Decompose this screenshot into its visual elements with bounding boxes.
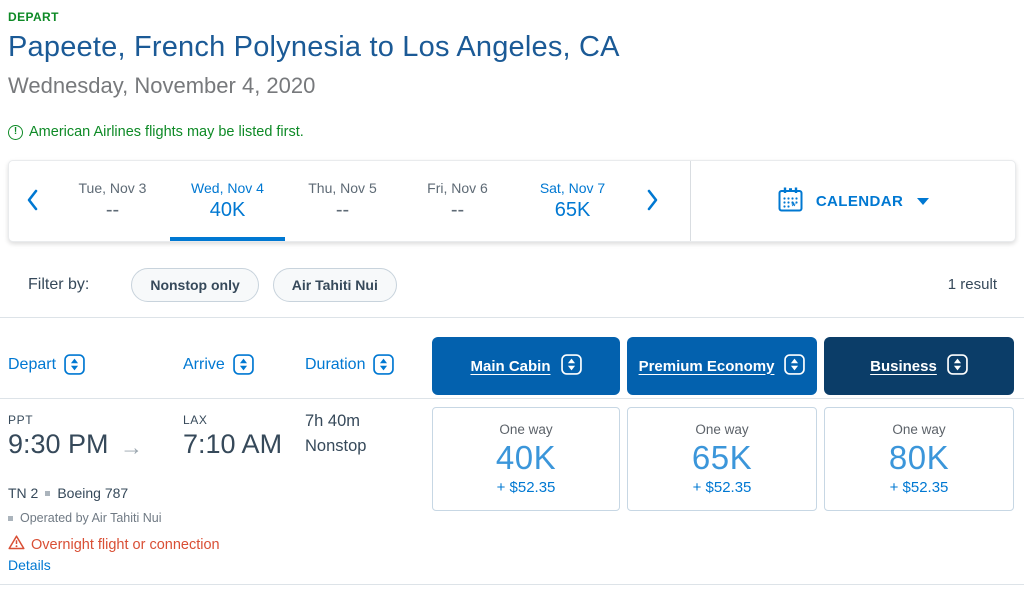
sort-duration-button[interactable]: Duration (305, 354, 395, 375)
date-tab-label: Wed, Nov 4 (191, 180, 264, 196)
result-count: 1 result (947, 276, 997, 293)
overnight-warning: Overnight flight or connection (8, 535, 220, 554)
airline-notice-text: American Airlines flights may be listed … (29, 124, 304, 140)
fare-miles: 80K (888, 439, 950, 476)
chevron-left-icon (26, 189, 38, 214)
fare-fees: + $52.35 (496, 479, 556, 496)
arrive-time: 7:10 AM (183, 429, 283, 459)
filter-by-label: Filter by: (28, 275, 90, 293)
square-bullet-icon (45, 490, 51, 496)
date-tab-thu-nov-5[interactable]: Thu, Nov 5 -- (285, 161, 400, 241)
date-tab-tue-nov-3[interactable]: Tue, Nov 3 -- (55, 161, 170, 241)
sort-icon (560, 354, 582, 378)
cabin-header-label: Business (870, 357, 937, 375)
airline-notice: ! American Airlines flights may be liste… (8, 124, 304, 140)
overnight-warning-text: Overnight flight or connection (31, 536, 220, 553)
operated-by-text: Operated by Air Tahiti Nui (20, 511, 162, 525)
flight-meta: TN 2 Boeing 787 (8, 485, 128, 501)
aircraft-type: Boeing 787 (57, 485, 129, 501)
date-tab-sat-nov-7[interactable]: Sat, Nov 7 65K (515, 161, 630, 241)
sort-arrive-button[interactable]: Arrive (183, 354, 254, 375)
date-strip-card: Tue, Nov 3 -- Wed, Nov 4 40K Thu, Nov 5 … (8, 160, 1016, 242)
svg-text:*: * (791, 201, 796, 213)
date-tab-value: -- (450, 199, 465, 221)
prev-date-button[interactable] (9, 161, 55, 241)
origin-airport-code: PPT (8, 413, 34, 427)
date-tab-value: -- (335, 199, 350, 221)
date-tab-label: Tue, Nov 3 (78, 180, 147, 196)
sort-icon (64, 354, 85, 375)
sort-depart-label: Depart (8, 355, 57, 373)
price-cell-premium-economy[interactable]: One way 65K + $52.35 (627, 407, 817, 511)
cabin-header-business[interactable]: Business (824, 337, 1014, 395)
date-tab-fri-nov-6[interactable]: Fri, Nov 6 -- (400, 161, 515, 241)
fare-fees: + $52.35 (692, 479, 752, 496)
price-cell-main-cabin[interactable]: One way 40K + $52.35 (432, 407, 620, 511)
results-table-header: Depart Arrive Duration (0, 318, 1024, 399)
date-tab-wed-nov-4[interactable]: Wed, Nov 4 40K (170, 161, 285, 241)
operated-by: Operated by Air Tahiti Nui (8, 511, 162, 525)
price-cell-business[interactable]: One way 80K + $52.35 (824, 407, 1014, 511)
date-tab-value: -- (105, 199, 120, 221)
sort-depart-button[interactable]: Depart (8, 354, 85, 375)
warning-triangle-icon (8, 535, 25, 554)
date-tab-value: 65K (554, 199, 591, 221)
date-tab-value: 40K (209, 199, 246, 221)
next-date-button[interactable] (630, 161, 676, 241)
fare-type-label: One way (892, 422, 946, 437)
cabin-header-premium-economy[interactable]: Premium Economy (627, 337, 817, 395)
fare-miles: 40K (495, 439, 557, 476)
date-subtitle: Wednesday, November 4, 2020 (8, 73, 316, 98)
flight-number: TN 2 (8, 485, 39, 501)
page-title: Papeete, French Polynesia to Los Angeles… (8, 31, 620, 63)
square-bullet-icon (8, 515, 13, 521)
fare-type-label: One way (499, 422, 553, 437)
filter-bar: Filter by: Nonstop only Air Tahiti Nui 1… (0, 252, 1024, 318)
date-tab-label: Fri, Nov 6 (427, 180, 488, 196)
sort-icon (373, 354, 395, 375)
filter-pill-air-tahiti-nui[interactable]: Air Tahiti Nui (272, 267, 397, 302)
chevron-down-icon (917, 197, 930, 205)
sort-icon (232, 354, 254, 375)
date-tab-label: Thu, Nov 5 (308, 180, 377, 196)
calendar-icon: * (777, 186, 804, 216)
calendar-button[interactable]: * CALENDAR (691, 161, 1015, 241)
arrow-right-icon: → (120, 434, 143, 460)
sort-arrive-label: Arrive (183, 355, 225, 373)
fare-miles: 65K (691, 439, 753, 476)
chevron-right-icon (647, 189, 659, 214)
vertical-divider (690, 161, 691, 241)
fare-type-label: One way (695, 422, 749, 437)
sort-duration-label: Duration (305, 355, 366, 373)
flight-stops: Nonstop (305, 437, 367, 455)
fare-fees: + $52.35 (889, 479, 949, 496)
cabin-header-label: Premium Economy (638, 357, 775, 375)
cabin-header-label: Main Cabin (470, 357, 551, 375)
sort-icon (947, 354, 968, 378)
date-tab-label: Sat, Nov 7 (539, 180, 606, 196)
sort-icon (784, 354, 806, 378)
info-circle-icon: ! (8, 124, 23, 140)
depart-label: DEPART (8, 10, 59, 24)
depart-time: 9:30 PM (8, 429, 109, 459)
cabin-header-main-cabin[interactable]: Main Cabin (432, 337, 620, 395)
flight-duration: 7h 40m (305, 412, 361, 430)
calendar-button-label: CALENDAR (815, 192, 904, 210)
details-link[interactable]: Details (8, 557, 51, 573)
flight-result-row: PPT 9:30 PM → LAX 7:10 AM 7h 40m Nonstop… (0, 399, 1024, 585)
filter-pill-nonstop-only[interactable]: Nonstop only (131, 267, 259, 302)
destination-airport-code: LAX (183, 413, 208, 427)
